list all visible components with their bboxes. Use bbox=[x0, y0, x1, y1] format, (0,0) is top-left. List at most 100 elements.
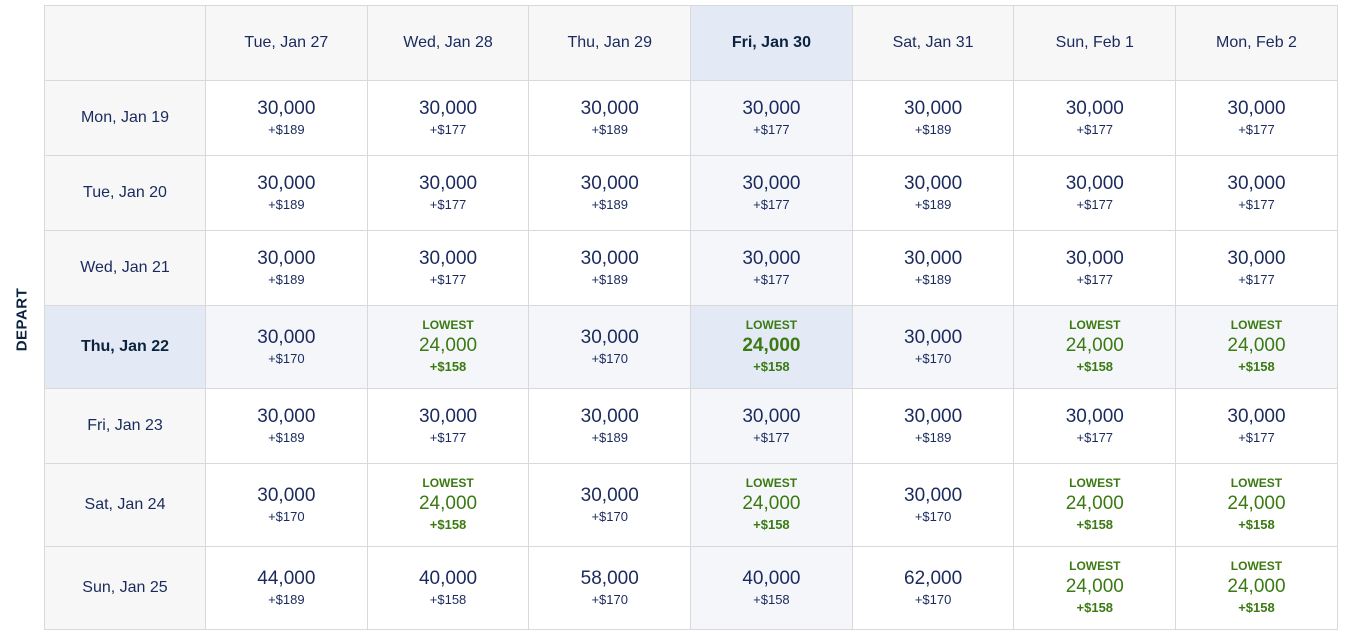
fare-cell[interactable]: 30,000 +$177 bbox=[366, 230, 530, 306]
fare-miles: 30,000 bbox=[904, 406, 963, 427]
fare-cell[interactable]: 30,000 +$189 bbox=[528, 80, 692, 156]
fare-cell[interactable]: LOWEST 24,000 +$158 bbox=[1175, 546, 1338, 630]
fare-cell[interactable]: 40,000 +$158 bbox=[366, 546, 530, 630]
fare-cell[interactable]: 30,000 +$189 bbox=[851, 80, 1015, 156]
return-date-header[interactable]: Sat, Jan 31 bbox=[851, 5, 1015, 81]
fare-cell[interactable]: 30,000 +$177 bbox=[1175, 80, 1338, 156]
fare-cell[interactable]: 30,000 +$170 bbox=[205, 463, 368, 547]
fare-cell[interactable]: LOWEST 24,000 +$158 bbox=[1013, 305, 1177, 389]
fare-cell[interactable]: 30,000 +$177 bbox=[1175, 230, 1338, 306]
fare-cell[interactable]: LOWEST 24,000 +$158 bbox=[690, 463, 853, 547]
fare-miles: 30,000 bbox=[580, 406, 639, 427]
fare-cell[interactable]: 30,000 +$177 bbox=[690, 80, 853, 156]
fare-fee: +$158 bbox=[753, 359, 790, 374]
fare-fee: +$177 bbox=[429, 197, 467, 212]
fare-cell[interactable]: LOWEST 24,000 +$158 bbox=[690, 305, 853, 389]
fare-cell[interactable]: 30,000 +$189 bbox=[851, 155, 1015, 231]
fare-cell[interactable]: 30,000 +$170 bbox=[528, 463, 692, 547]
fare-calendar-grid: Tue, Jan 27 Wed, Jan 28 Thu, Jan 29 Fri, Ja… bbox=[44, 5, 1338, 630]
lowest-badge: LOWEST bbox=[1069, 476, 1121, 490]
fare-cell[interactable]: LOWEST 24,000 +$158 bbox=[366, 463, 530, 547]
fare-miles: 30,000 bbox=[418, 406, 478, 427]
depart-date-header[interactable]: Sun, Jan 25 bbox=[44, 546, 206, 630]
fare-miles: 30,000 bbox=[1227, 173, 1286, 194]
return-date-header[interactable]: Mon, Feb 2 bbox=[1175, 5, 1338, 81]
depart-date-header[interactable]: Thu, Jan 22 bbox=[44, 305, 206, 389]
fare-fee: +$177 bbox=[1076, 430, 1114, 445]
fare-fee: +$158 bbox=[1076, 517, 1114, 532]
fare-cell[interactable]: 30,000 +$177 bbox=[1013, 230, 1177, 306]
fare-miles: 30,000 bbox=[580, 173, 639, 194]
fare-cell[interactable]: 30,000 +$177 bbox=[1175, 388, 1338, 464]
fare-cell[interactable]: 30,000 +$177 bbox=[690, 388, 853, 464]
fare-fee: +$170 bbox=[914, 509, 952, 524]
fare-fee: +$189 bbox=[268, 122, 305, 137]
fare-fee: +$177 bbox=[1076, 197, 1114, 212]
fare-cell[interactable]: LOWEST 24,000 +$158 bbox=[1175, 463, 1338, 547]
fare-miles: 24,000 bbox=[1065, 335, 1124, 356]
fare-cell[interactable]: 30,000 +$189 bbox=[205, 155, 368, 231]
fare-cell[interactable]: LOWEST 24,000 +$158 bbox=[1013, 463, 1177, 547]
fare-cell[interactable]: 30,000 +$170 bbox=[205, 305, 368, 389]
fare-cell[interactable]: 40,000 +$158 bbox=[690, 546, 853, 630]
return-date-header[interactable]: Fri, Jan 30 bbox=[690, 5, 853, 81]
fare-cell[interactable]: 62,000 +$170 bbox=[851, 546, 1015, 630]
depart-date-row: Fri, Jan 23 30,000 +$189 30,000 +$177 30,000 +… bbox=[44, 388, 1338, 464]
fare-cell[interactable]: 30,000 +$177 bbox=[1013, 80, 1177, 156]
fare-fee: +$177 bbox=[429, 272, 467, 287]
fare-cell[interactable]: 30,000 +$189 bbox=[205, 388, 368, 464]
fare-fee: +$170 bbox=[914, 592, 952, 607]
fare-cell[interactable]: LOWEST 24,000 +$158 bbox=[1013, 546, 1177, 630]
fare-miles: 30,000 bbox=[904, 485, 963, 506]
fare-cell[interactable]: 30,000 +$189 bbox=[528, 388, 692, 464]
lowest-badge: LOWEST bbox=[1230, 476, 1283, 490]
fare-cell[interactable]: 30,000 +$189 bbox=[851, 230, 1015, 306]
depart-date-header[interactable]: Wed, Jan 21 bbox=[44, 230, 206, 306]
fare-fee: +$158 bbox=[429, 592, 467, 607]
depart-date-header[interactable]: Fri, Jan 23 bbox=[44, 388, 206, 464]
fare-cell[interactable]: 30,000 +$189 bbox=[528, 155, 692, 231]
depart-date-header[interactable]: Mon, Jan 19 bbox=[44, 80, 206, 156]
depart-date-row: Sun, Jan 25 44,000 +$189 40,000 +$158 58,000 +… bbox=[44, 546, 1338, 630]
fare-cell[interactable]: 30,000 +$177 bbox=[690, 155, 853, 231]
fare-fee: +$177 bbox=[1238, 430, 1275, 445]
fare-cell[interactable]: 30,000 +$170 bbox=[851, 305, 1015, 389]
fare-cell[interactable]: 30,000 +$189 bbox=[205, 80, 368, 156]
fare-cell[interactable]: 30,000 +$189 bbox=[528, 230, 692, 306]
depart-date-header[interactable]: Sat, Jan 24 bbox=[44, 463, 206, 547]
fare-fee: +$189 bbox=[591, 122, 628, 137]
return-date-header[interactable]: Thu, Jan 29 bbox=[528, 5, 692, 81]
fare-fee: +$158 bbox=[429, 359, 467, 374]
fare-cell[interactable]: LOWEST 24,000 +$158 bbox=[366, 305, 530, 389]
fare-fee: +$189 bbox=[914, 197, 952, 212]
fare-cell[interactable]: 30,000 +$177 bbox=[1013, 155, 1177, 231]
fare-fee: +$170 bbox=[591, 509, 628, 524]
fare-cell[interactable]: 30,000 +$177 bbox=[1175, 155, 1338, 231]
fare-cell[interactable]: 30,000 +$170 bbox=[851, 463, 1015, 547]
fare-miles: 40,000 bbox=[418, 568, 478, 589]
lowest-badge: LOWEST bbox=[745, 476, 798, 490]
depart-date-header[interactable]: Tue, Jan 20 bbox=[44, 155, 206, 231]
fare-cell[interactable]: 30,000 +$189 bbox=[205, 230, 368, 306]
fare-fee: +$177 bbox=[753, 272, 790, 287]
fare-cell[interactable]: 30,000 +$170 bbox=[528, 305, 692, 389]
fare-cell[interactable]: LOWEST 24,000 +$158 bbox=[1175, 305, 1338, 389]
fare-cell[interactable]: 30,000 +$189 bbox=[851, 388, 1015, 464]
fare-miles: 30,000 bbox=[1065, 98, 1124, 119]
fare-cell[interactable]: 30,000 +$177 bbox=[366, 388, 530, 464]
fare-cell[interactable]: 58,000 +$170 bbox=[528, 546, 692, 630]
fare-fee: +$189 bbox=[591, 430, 628, 445]
fare-cell[interactable]: 30,000 +$177 bbox=[1013, 388, 1177, 464]
return-date-header[interactable]: Sun, Feb 1 bbox=[1013, 5, 1177, 81]
fare-cell[interactable]: 30,000 +$177 bbox=[690, 230, 853, 306]
fare-cell[interactable]: 30,000 +$177 bbox=[366, 155, 530, 231]
return-date-header[interactable]: Wed, Jan 28 bbox=[366, 5, 530, 81]
fare-fee: +$189 bbox=[268, 272, 305, 287]
fare-fee: +$170 bbox=[914, 351, 952, 366]
fare-miles: 30,000 bbox=[257, 248, 316, 269]
fare-miles: 24,000 bbox=[1065, 493, 1124, 514]
fare-cell[interactable]: 44,000 +$189 bbox=[205, 546, 368, 630]
fare-cell[interactable]: 30,000 +$177 bbox=[366, 80, 530, 156]
lowest-badge: LOWEST bbox=[1230, 559, 1283, 573]
return-date-header[interactable]: Tue, Jan 27 bbox=[205, 5, 368, 81]
